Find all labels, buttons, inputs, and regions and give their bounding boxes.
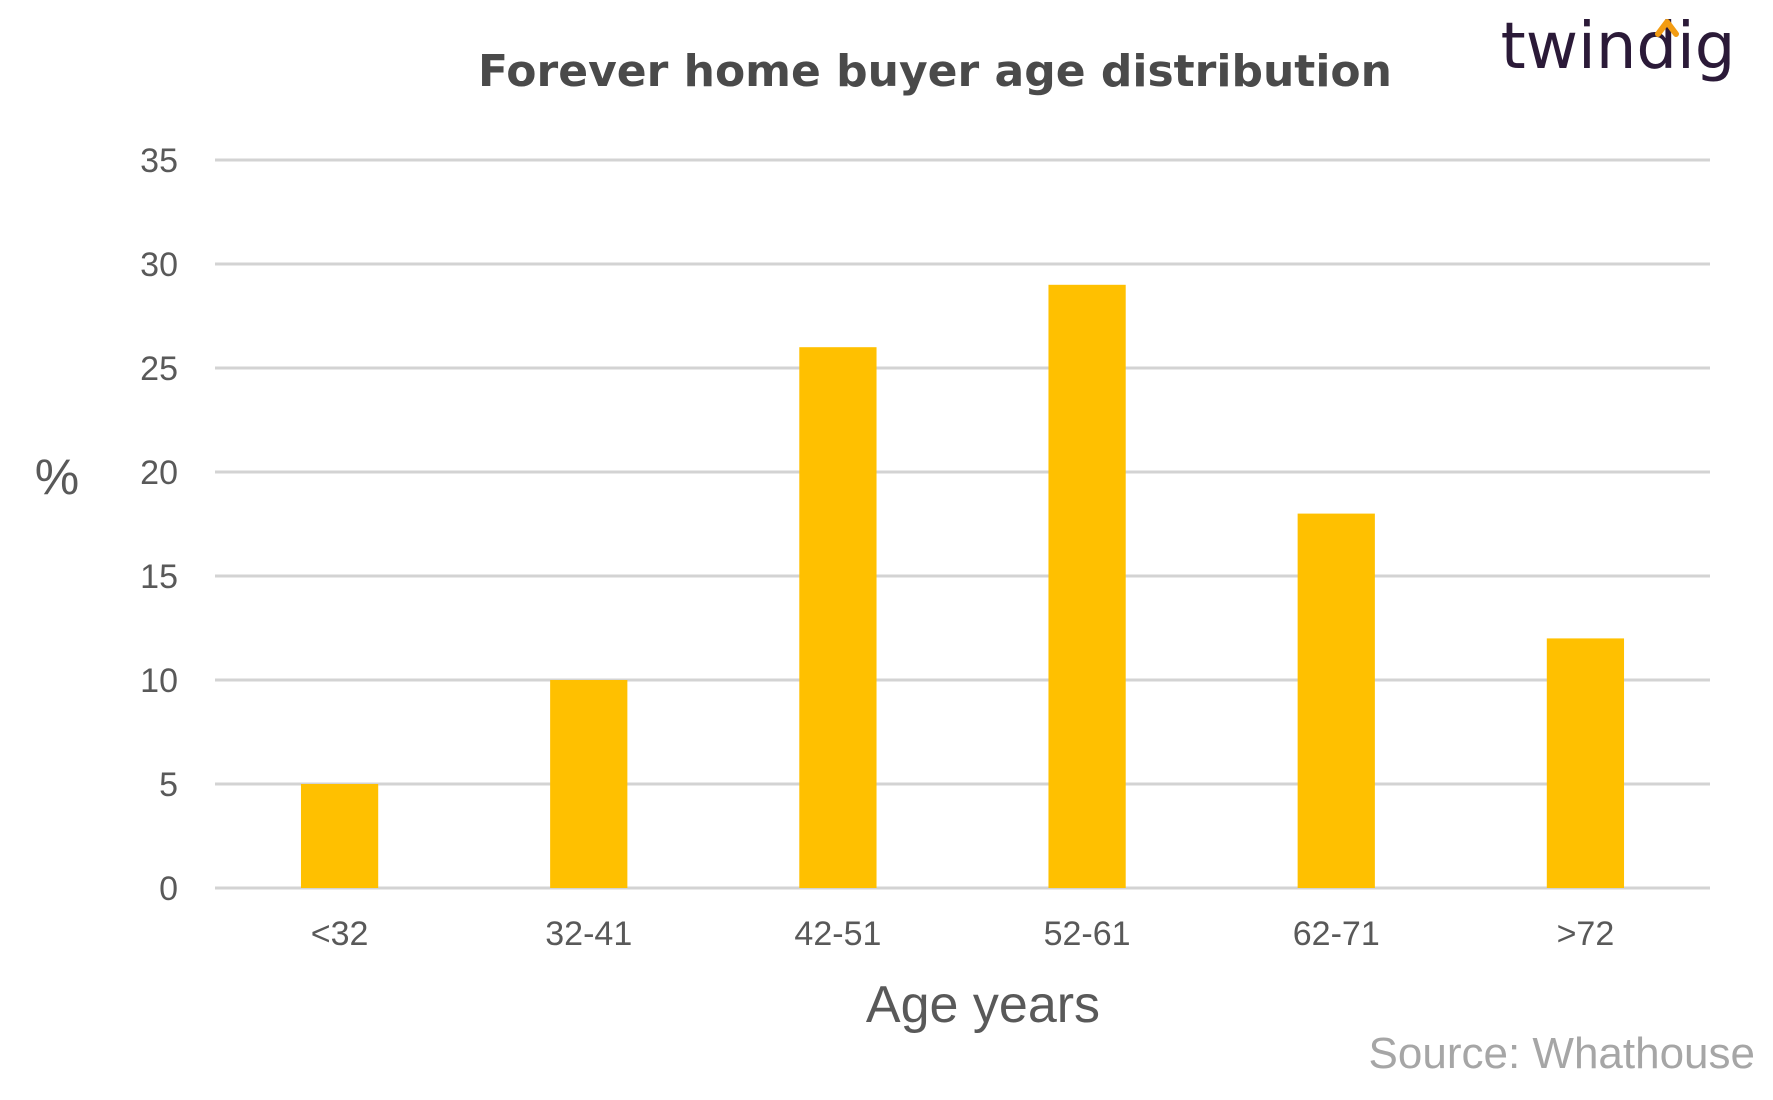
y-tick-label: 25 [140, 350, 178, 388]
source-note: Source: Whathouse [1369, 1029, 1755, 1078]
x-tick-label: <32 [311, 915, 369, 953]
y-axis-ticks: 0 5 10 15 20 25 30 35 [140, 142, 178, 908]
brand-logo: twindig [1501, 10, 1736, 84]
x-axis-ticks: <32 32-41 42-51 52-61 62-71 >72 [311, 915, 1615, 953]
x-tick-label: 52-61 [1044, 915, 1131, 953]
bar-42-51 [799, 347, 877, 888]
logo-roof-icon [1655, 19, 1679, 37]
bar-52-61 [1048, 284, 1126, 888]
x-tick-label: >72 [1557, 915, 1615, 953]
x-axis-label: Age years [866, 976, 1100, 1034]
x-tick-label: 32-41 [545, 915, 632, 953]
y-tick-label: 30 [140, 246, 178, 284]
bar->72 [1546, 638, 1625, 888]
y-tick-label: 5 [159, 766, 178, 804]
brand-logo-text: twindig [1501, 10, 1736, 84]
y-tick-label: 15 [140, 558, 178, 596]
chart-title: Forever home buyer age distribution [478, 46, 1392, 97]
bar-<32 [300, 784, 379, 888]
y-tick-label: 10 [140, 662, 178, 700]
y-tick-label: 20 [140, 454, 178, 492]
gridlines [215, 158, 1710, 890]
bars [300, 284, 1625, 888]
y-axis-label: % [35, 449, 79, 505]
y-tick-label: 0 [159, 870, 178, 908]
bar-32-41 [550, 680, 628, 888]
y-tick-label: 35 [140, 142, 178, 180]
x-tick-label: 42-51 [794, 915, 881, 953]
bar-62-71 [1297, 513, 1375, 888]
x-tick-label: 62-71 [1293, 915, 1380, 953]
